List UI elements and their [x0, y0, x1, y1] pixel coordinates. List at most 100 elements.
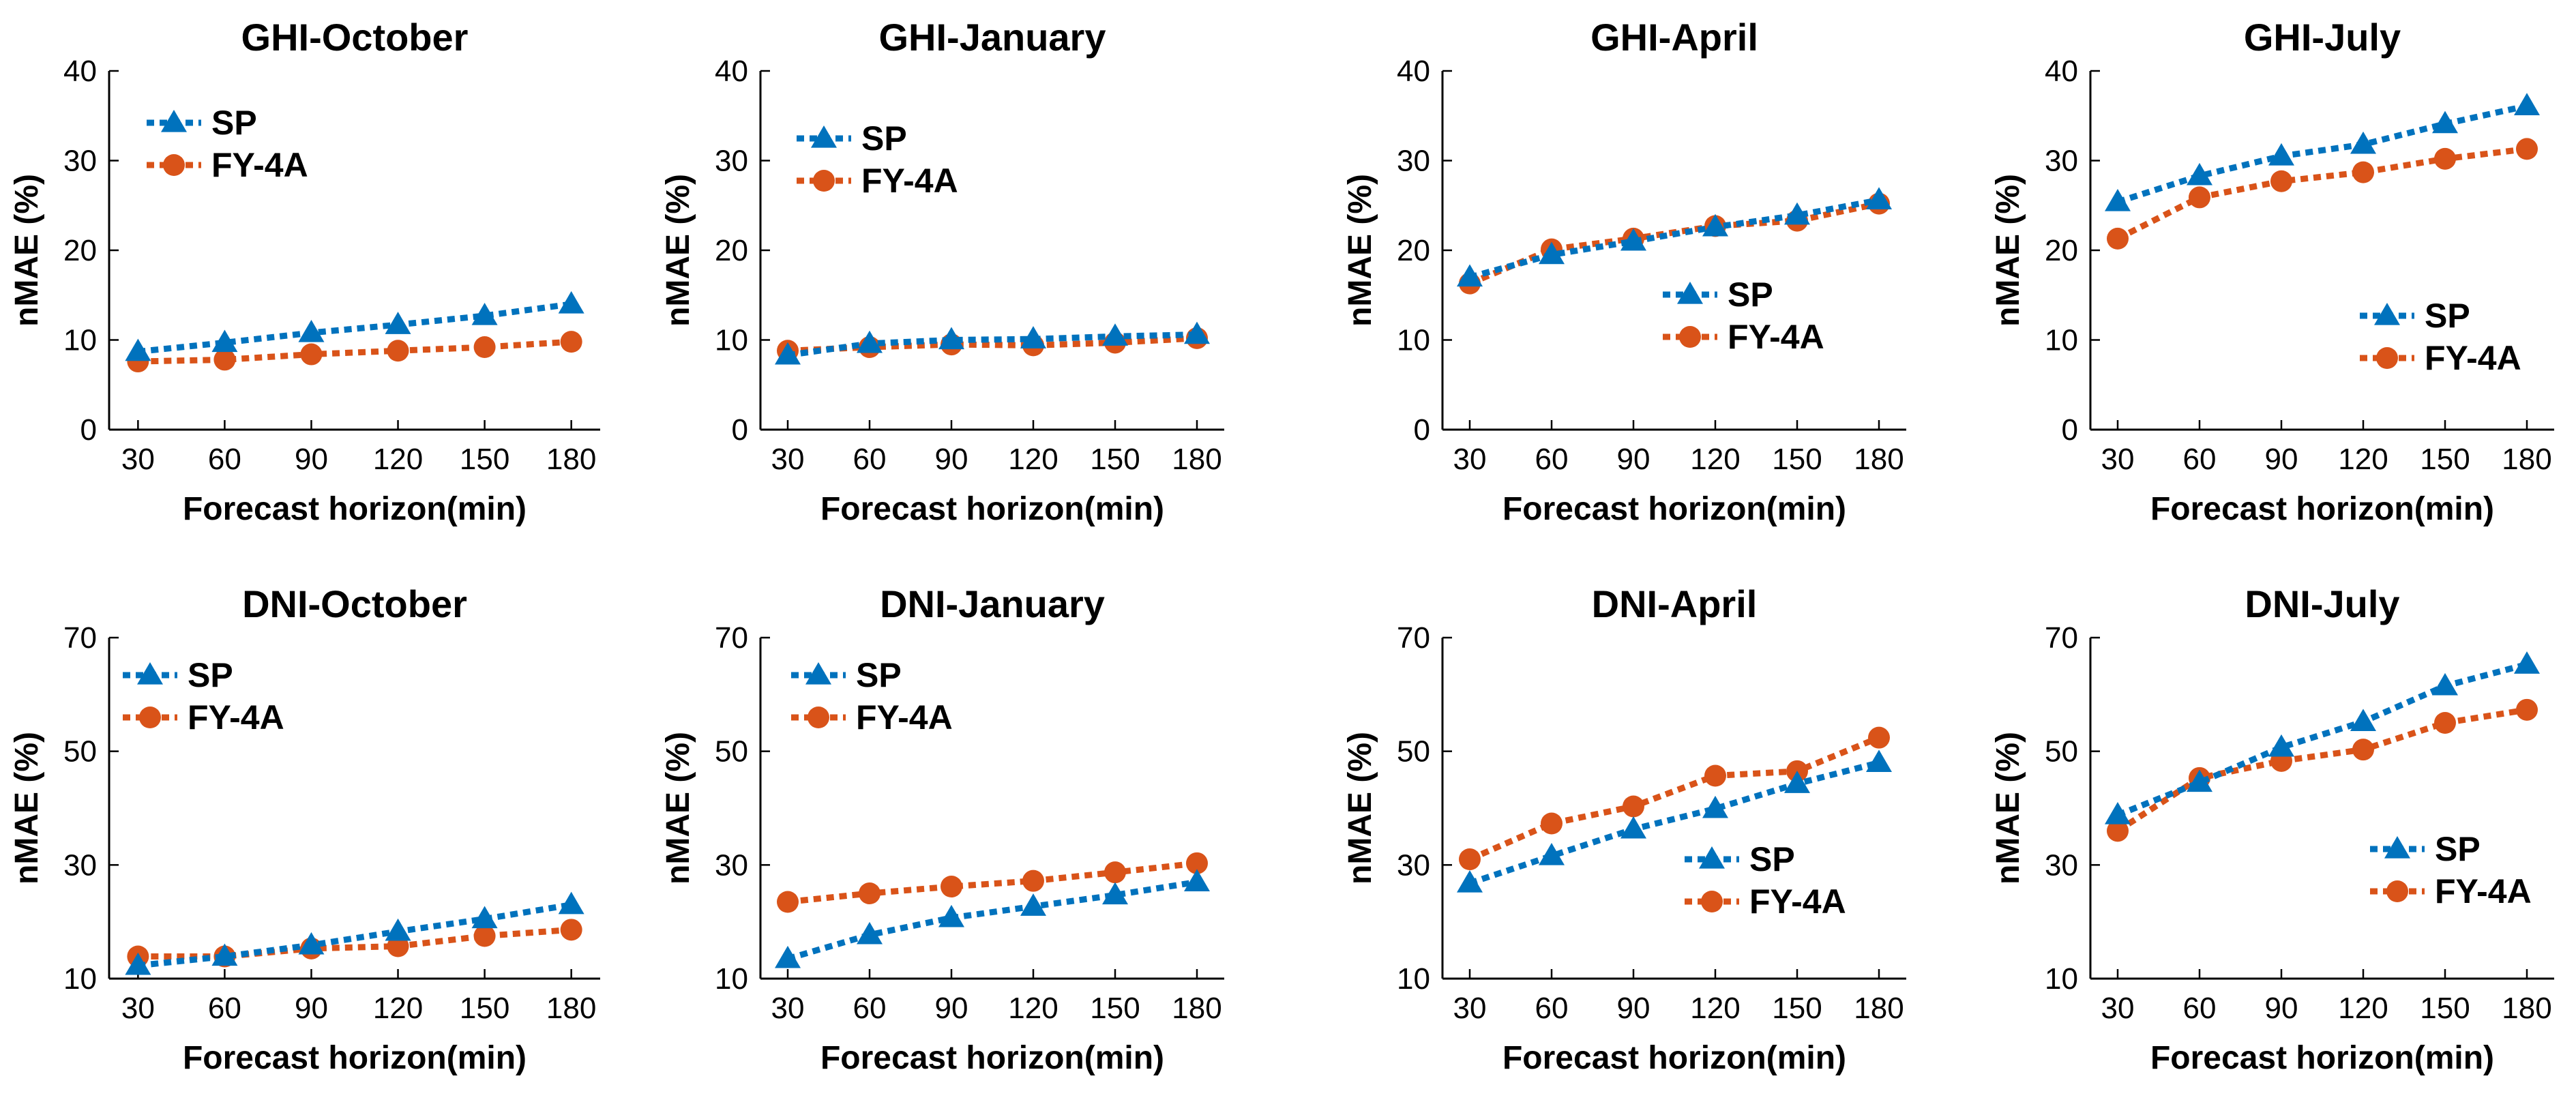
data-point: [298, 932, 325, 955]
data-point: [1539, 241, 1565, 265]
series-line: [786, 878, 1198, 962]
data-point: [385, 312, 411, 334]
x-tick-label: 180: [1172, 443, 1222, 476]
x-tick-label: 90: [935, 992, 968, 1025]
legend-label: SP: [2425, 297, 2470, 335]
chart-title: DNI-April: [1592, 582, 1758, 625]
legend-label: SP: [1749, 840, 1795, 878]
data-point: [1186, 852, 1208, 874]
legend-marker: [1679, 326, 1701, 348]
x-axis-label: Forecast horizon(min): [1502, 491, 1846, 527]
x-tick-label: 60: [853, 992, 887, 1025]
data-point: [1866, 749, 1892, 773]
x-axis-label: Forecast horizon(min): [2150, 1040, 2494, 1076]
chart-panel-8: DNI-July 10 30 50 70 30 60 90 120 150 180Forecast …: [1990, 582, 2554, 1076]
x-tick-label: 30: [2101, 443, 2135, 476]
y-tick-label: 20: [63, 234, 97, 267]
data-point: [2350, 709, 2376, 732]
data-point: [857, 330, 883, 353]
x-tick-label: 150: [460, 443, 509, 476]
y-tick-label: 30: [1397, 145, 1430, 178]
data-point: [211, 943, 238, 966]
x-tick-label: 60: [2183, 443, 2217, 476]
data-point: [2432, 110, 2458, 134]
y-tick-label: 40: [2045, 55, 2078, 88]
series-fy-4a: [2107, 698, 2538, 842]
data-point: [1702, 213, 1728, 237]
data-point: [2434, 712, 2456, 734]
series-line: [138, 926, 572, 960]
data-point: [1457, 264, 1483, 287]
y-tick-label: 10: [1397, 324, 1430, 357]
chart-panel-3: GHI-April 0 10 20 30 40 30 60 90 120 150 180Forecas…: [1342, 16, 1906, 527]
x-tick-label: 30: [1453, 992, 1487, 1025]
legend-label: SP: [211, 104, 257, 142]
chart-panel-7: DNI-April 10 30 50 70 30 60 90 120 150 180Forecast…: [1342, 582, 1906, 1076]
data-point: [1620, 228, 1646, 251]
y-tick-label: 70: [1397, 621, 1430, 655]
y-tick-label: 0: [80, 413, 97, 447]
x-tick-label: 150: [1772, 443, 1822, 476]
data-point: [2434, 147, 2456, 170]
data-point: [2189, 186, 2210, 209]
chart-title: GHI-October: [241, 16, 469, 59]
y-tick-label: 10: [715, 962, 748, 996]
chart-panel-5: DNI-October 10 30 50 70 30 60 90 120 150 180 Foreca…: [9, 582, 600, 1076]
data-point: [1184, 321, 1210, 344]
data-point: [300, 343, 323, 366]
data-point: [1104, 861, 1126, 884]
legend-marker: [2386, 880, 2408, 902]
legend-label: FY-4A: [856, 698, 953, 737]
y-axis-label: nMAE (%): [9, 732, 45, 885]
data-point: [775, 342, 801, 365]
x-tick-label: 60: [208, 992, 241, 1025]
y-tick-label: 10: [2045, 962, 2078, 996]
x-tick-label: 120: [2338, 992, 2388, 1025]
x-tick-label: 30: [771, 443, 805, 476]
data-point: [775, 945, 801, 968]
legend: SP FY-4A: [1663, 276, 1824, 356]
series-line: [787, 335, 1198, 354]
x-tick-label: 90: [295, 443, 328, 476]
legend-marker: [163, 154, 185, 176]
data-point: [1704, 764, 1726, 787]
legend-label: FY-4A: [2425, 339, 2521, 377]
x-tick-label: 120: [1690, 443, 1740, 476]
y-axis-label: nMAE (%): [660, 732, 696, 885]
chart-panel-1: GHI-October 0 10 20 30 40 30 60 90 120 150 180 Forec…: [9, 16, 600, 527]
data-point: [2268, 734, 2294, 757]
x-tick-label: 120: [1690, 992, 1740, 1025]
data-point: [1102, 882, 1128, 905]
legend-label: FY-4A: [1728, 318, 1824, 356]
data-point: [1620, 816, 1646, 839]
series-line: [787, 331, 1198, 359]
x-axis-label: Forecast horizon(min): [820, 491, 1164, 527]
y-tick-label: 20: [2045, 234, 2078, 267]
x-tick-label: 180: [546, 992, 596, 1025]
legend-label: SP: [1728, 276, 1773, 314]
series-line: [2116, 661, 2528, 818]
data-point: [857, 921, 883, 945]
data-point: [125, 338, 151, 361]
x-tick-label: 30: [121, 443, 155, 476]
series-sp: [1457, 749, 1892, 893]
series-fy-4a: [1459, 726, 1890, 870]
x-tick-label: 150: [2420, 443, 2470, 476]
data-point: [1459, 848, 1481, 870]
legend-label: FY-4A: [211, 146, 308, 184]
data-point: [1868, 726, 1890, 749]
y-tick-label: 10: [63, 324, 97, 357]
y-tick-label: 40: [63, 55, 97, 88]
x-axis-label: Forecast horizon(min): [2150, 491, 2494, 527]
x-tick-label: 90: [1617, 992, 1650, 1025]
data-point: [1102, 323, 1128, 346]
legend-marker: [137, 662, 163, 685]
legend: SP FY-4A: [1685, 840, 1846, 921]
legend: SP FY-4A: [791, 656, 953, 737]
y-tick-label: 70: [715, 621, 748, 655]
legend: SP FY-4A: [147, 104, 308, 184]
data-point: [2187, 769, 2212, 792]
data-point: [2187, 162, 2212, 185]
data-point: [2516, 698, 2538, 721]
x-tick-label: 90: [2265, 443, 2298, 476]
